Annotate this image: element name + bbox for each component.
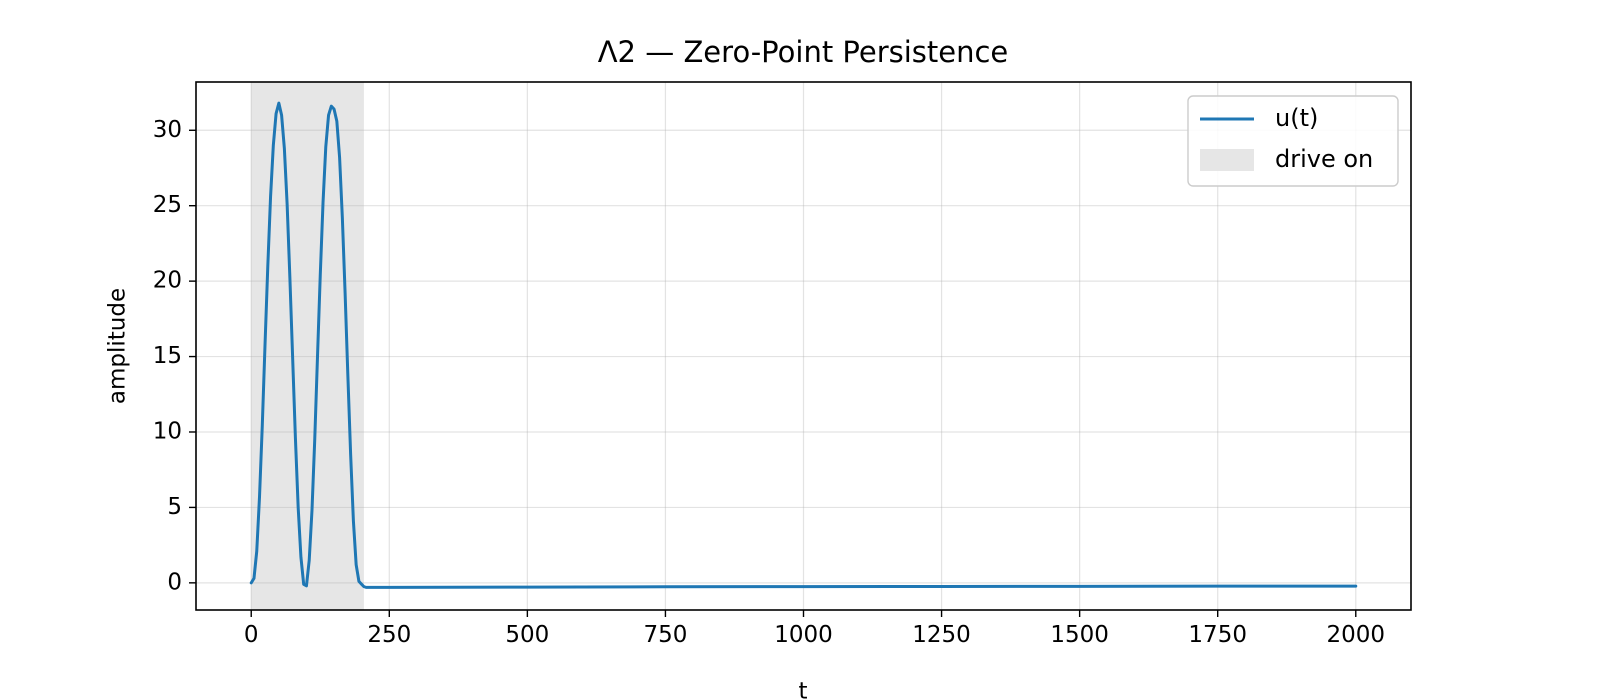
x-axis-label: t: [798, 679, 807, 700]
series-line-u-t-: [249, 101, 1358, 589]
x-tick-label: 0: [244, 622, 259, 648]
x-tick-label: 750: [643, 622, 687, 648]
y-tick-label: 30: [153, 117, 182, 143]
x-tick-label: 1750: [1188, 622, 1247, 648]
legend-label-region: drive on: [1275, 145, 1373, 173]
drive-on-region: [251, 82, 364, 610]
x-tick-label: 2000: [1326, 622, 1385, 648]
y-axis-label: amplitude: [105, 288, 131, 404]
y-tick-label: 10: [153, 418, 182, 444]
x-tick-label: 250: [367, 622, 411, 648]
y-tick-label: 20: [153, 268, 182, 294]
y-tick-label: 0: [167, 569, 182, 595]
x-tick-label: 1500: [1050, 622, 1109, 648]
legend-swatch-region: [1200, 149, 1254, 171]
legend-label-series: u(t): [1275, 104, 1318, 132]
y-tick-label: 15: [153, 343, 182, 369]
y-tick-label: 5: [167, 494, 182, 520]
x-tick-label: 1000: [774, 622, 833, 648]
legend: u(t) drive on: [1187, 95, 1399, 187]
x-tick-label: 500: [505, 622, 549, 648]
x-tick-label: 1250: [912, 622, 971, 648]
y-tick-label: 25: [153, 192, 182, 218]
chart-title: Λ2 — Zero-Point Persistence: [598, 35, 1009, 69]
